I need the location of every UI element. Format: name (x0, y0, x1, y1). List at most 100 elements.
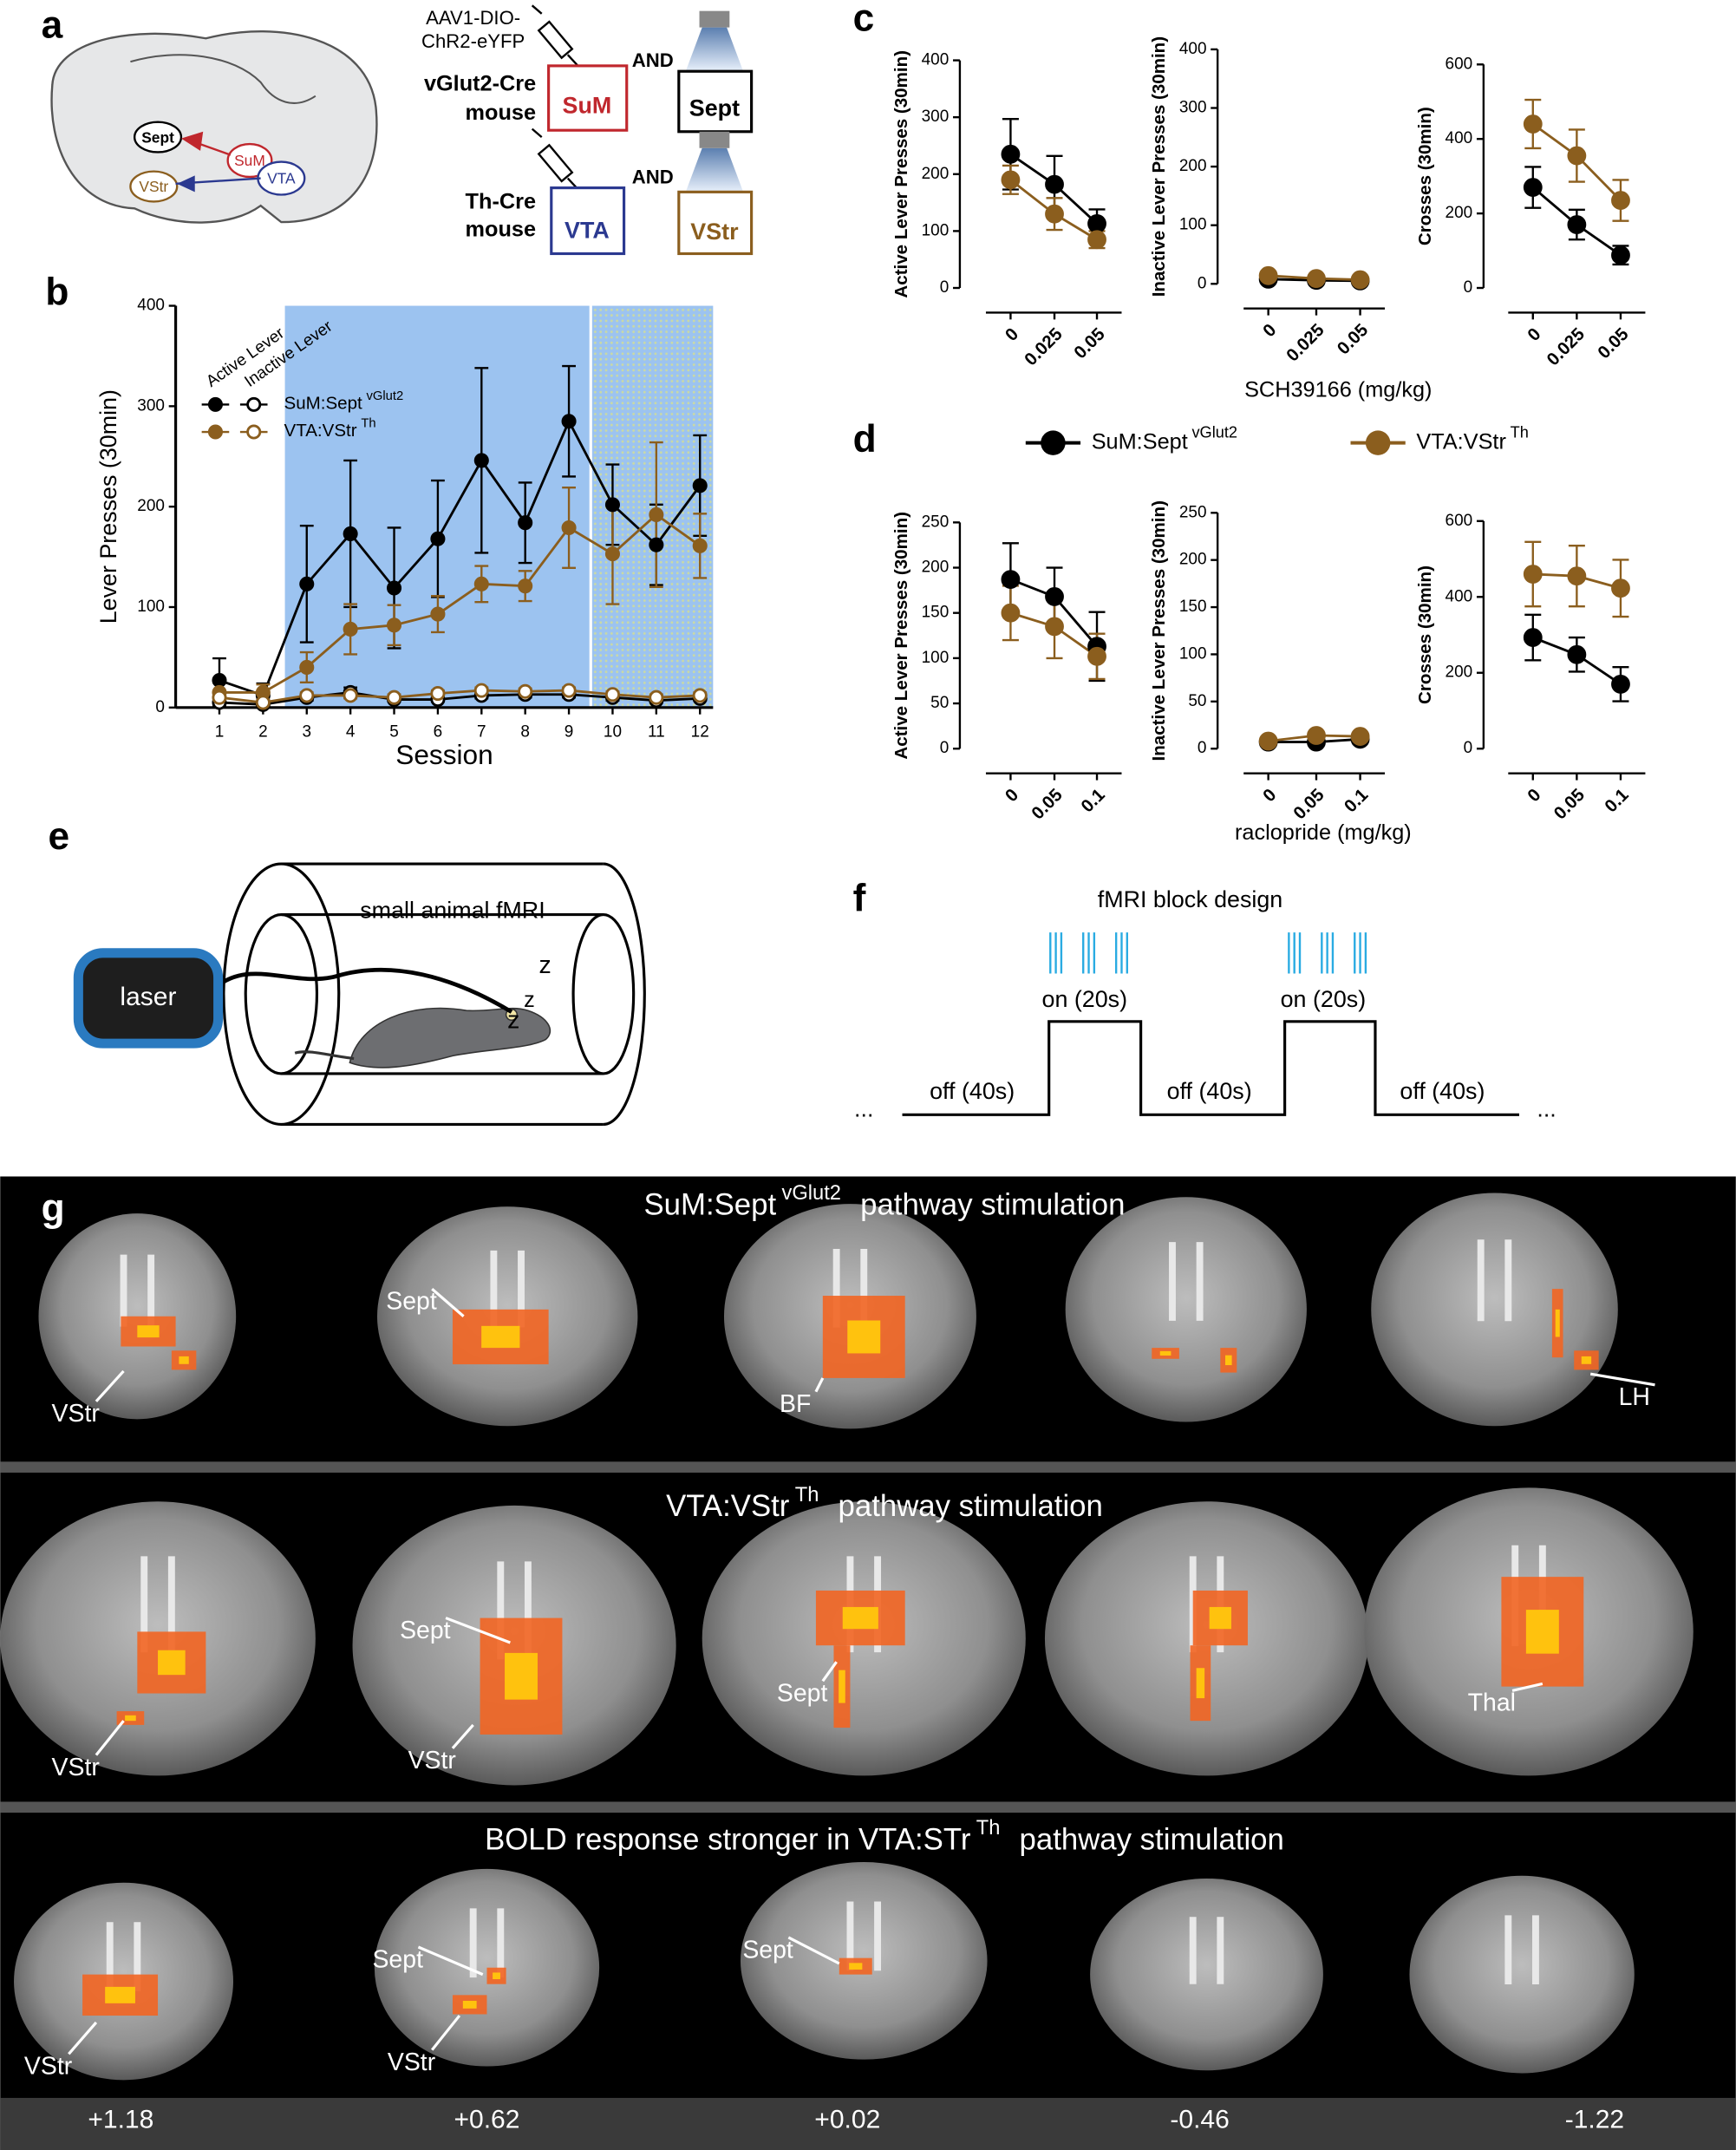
x-tick-label: 10 (604, 722, 622, 741)
label-leader (95, 1369, 125, 1402)
y-tick-label: 150 (922, 604, 950, 622)
data-point (1350, 727, 1370, 746)
on-label: on (20s) (1042, 986, 1128, 1012)
y-tick-label: 300 (922, 108, 950, 126)
data-point (1307, 269, 1326, 289)
mouse-tail (294, 1050, 355, 1061)
data-point (604, 497, 620, 513)
data-point (1611, 674, 1630, 694)
data-point (212, 689, 227, 705)
ventricle (1169, 1242, 1204, 1321)
region-label: Sept (372, 1945, 423, 1973)
off-label: off (40s) (1167, 1078, 1252, 1104)
data-point (1045, 204, 1064, 224)
row-title-superscript: Th (795, 1484, 819, 1506)
x-tick-label: 2 (258, 722, 268, 741)
brain-slice (374, 1868, 600, 2067)
label-main: SuM:Sept (1092, 429, 1188, 454)
mouse-label: vGlut2-Cre (424, 72, 536, 96)
label-leader (431, 2015, 461, 2051)
x-tick-label: 1 (215, 722, 225, 741)
and-label: AND (632, 49, 674, 71)
activation-core (1581, 1356, 1592, 1364)
activation-core (1225, 1355, 1232, 1366)
brain-slice (1090, 1878, 1323, 2071)
data-point (343, 526, 358, 541)
region (129, 170, 179, 203)
mouse-label: mouse (466, 101, 537, 125)
scanner (281, 862, 604, 1126)
separator (0, 1461, 1736, 1473)
y-tick-label: 300 (1179, 99, 1207, 117)
legend-marker (246, 424, 262, 440)
x-tick-label: 7 (477, 722, 486, 741)
label-leader (821, 1661, 838, 1683)
row-title-end: pathway stimulation (1020, 1823, 1284, 1856)
label-leader (417, 1945, 484, 1977)
data-point (1611, 245, 1630, 265)
x-axis-label: Session (395, 739, 493, 770)
off-label: off (40s) (930, 1078, 1015, 1104)
data-point (1350, 270, 1370, 290)
legend: SuM:Sept vGlut2 VTA:VStr Th (1025, 423, 1529, 455)
data-point (518, 578, 533, 594)
data-point (1045, 174, 1064, 194)
data-point (1087, 230, 1106, 250)
scanner-bore (571, 912, 636, 1075)
y-axis-label: Crosses (30min) (1415, 565, 1435, 704)
light-cone (685, 27, 744, 72)
activation-core (1196, 1668, 1205, 1699)
scanner-bore (244, 912, 319, 1075)
ventricle (469, 1908, 505, 1978)
activation-core (505, 1652, 538, 1700)
y-axis-label: Inactive Lever Presses (30min) (1149, 36, 1169, 297)
panel-label: e (49, 815, 70, 858)
label-leader (95, 1720, 125, 1756)
x-tick-label: 3 (302, 722, 311, 741)
box-label: Sept (689, 95, 740, 121)
y-tick-label: 100 (1179, 644, 1207, 663)
panel-title: fMRI block design (1098, 886, 1282, 912)
activation-core (158, 1650, 186, 1676)
data-point (561, 683, 577, 698)
region-label: Sept (742, 1936, 793, 1964)
box-label: VTA (565, 217, 610, 243)
brain-contour (130, 54, 317, 104)
box (677, 190, 754, 256)
y-tick-label: 0 (1464, 278, 1473, 297)
data-point (1611, 191, 1630, 210)
x-tick-label: 12 (691, 722, 709, 741)
virus-label: AAV1-DIO- (426, 7, 520, 29)
activation-core (842, 1606, 878, 1630)
ventricle (1477, 1239, 1512, 1322)
fiber-cable (218, 967, 513, 1014)
block-waveform (902, 1020, 1519, 1116)
y-tick-label: 300 (137, 396, 165, 415)
coordinate-label: +0.02 (814, 2106, 880, 2134)
legend-marker (207, 396, 223, 412)
sleep-z: z (507, 1006, 519, 1034)
data-point (299, 659, 315, 676)
data-point (1045, 587, 1064, 606)
region-label: BF (780, 1390, 811, 1418)
row-title-superscript: vGlut2 (781, 1182, 841, 1205)
legend-marker (246, 396, 262, 412)
label-main: VTA:VStr (1416, 429, 1505, 454)
activation-core (1555, 1309, 1560, 1337)
scanner-bore (281, 912, 604, 1075)
ventricle (120, 1254, 155, 1327)
y-tick-label: 100 (137, 598, 165, 616)
ventricle (1189, 1917, 1224, 1984)
series-line (219, 418, 702, 697)
row-title-main: BOLD response stronger in VTA:STr (485, 1823, 970, 1856)
data-point (386, 580, 402, 596)
y-tick-label: 600 (1446, 512, 1473, 530)
x-tick-label: 11 (648, 722, 665, 741)
y-tick-label: 0 (940, 739, 950, 757)
mouse-label: Th-Cre (466, 190, 536, 214)
data-point (561, 520, 577, 536)
sleep-z: z (524, 988, 535, 1012)
data-point (692, 478, 708, 493)
